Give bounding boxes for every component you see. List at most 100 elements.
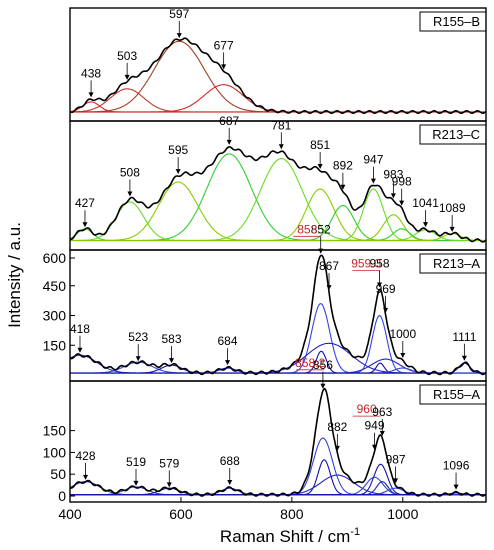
panel-label-box-1 bbox=[419, 11, 487, 32]
x-tick-label-1000: 1000 bbox=[387, 506, 418, 522]
peak-label-959-3: 959.3 bbox=[351, 256, 381, 270]
y-tick-label-150: 150 bbox=[43, 423, 67, 439]
envelope-curve bbox=[69, 146, 487, 243]
y-tick-label-50: 50 bbox=[50, 466, 66, 482]
peak-label-781: 781 bbox=[271, 118, 291, 132]
peak-label-1041: 1041 bbox=[412, 196, 439, 210]
peak-arrowhead-983 bbox=[390, 193, 396, 199]
component-peak-882 bbox=[70, 474, 486, 496]
peak-label-418: 418 bbox=[70, 322, 90, 336]
peak-label-851: 851 bbox=[310, 138, 330, 152]
panel-frame-4 bbox=[69, 380, 487, 503]
peak-arrowhead-892 bbox=[340, 184, 346, 190]
x-tick-label-600: 600 bbox=[169, 506, 193, 522]
envelope-curve bbox=[69, 387, 487, 497]
peak-label-963: 963 bbox=[372, 405, 392, 419]
peak-label-958: 958 bbox=[369, 257, 389, 271]
y-tick-label-100: 100 bbox=[43, 444, 67, 460]
peak-arrowhead-958 bbox=[377, 282, 383, 288]
peak-label-852: 852 bbox=[311, 223, 331, 237]
panel-label-1: R155–B bbox=[433, 14, 480, 29]
peak-label-519: 519 bbox=[126, 455, 146, 469]
peak-arrowhead-867 bbox=[326, 285, 332, 291]
peak-arrowhead-427 bbox=[82, 222, 88, 228]
peak-label-597: 597 bbox=[169, 7, 189, 21]
y-tick-label-600: 600 bbox=[43, 250, 67, 266]
peak-arrowhead-987 bbox=[393, 478, 399, 484]
peak-label-583: 583 bbox=[161, 332, 181, 346]
peak-label-427: 427 bbox=[75, 196, 95, 210]
peak-arrowhead-684 bbox=[225, 360, 231, 366]
peak-arrowhead-969 bbox=[383, 307, 389, 313]
peak-arrowhead-688 bbox=[227, 479, 233, 485]
peak-arrowhead-523 bbox=[135, 356, 141, 362]
component-peak-1041 bbox=[70, 229, 486, 242]
peak-arrowhead-781 bbox=[278, 144, 284, 150]
peak-label-949: 949 bbox=[364, 419, 384, 433]
peak-arrowhead-1041 bbox=[423, 222, 429, 228]
peak-label-882: 882 bbox=[327, 420, 347, 434]
peak-label-987: 987 bbox=[386, 452, 406, 466]
peak-arrowhead-856 bbox=[320, 383, 326, 389]
peak-label-998: 998 bbox=[392, 175, 412, 189]
peak-label-856: 856 bbox=[313, 358, 333, 372]
peak-label-858-2: 858.2 bbox=[295, 356, 325, 370]
peak-label-438: 438 bbox=[81, 66, 101, 80]
peak-arrowhead-687 bbox=[226, 139, 232, 145]
peak-label-867: 867 bbox=[319, 259, 339, 273]
peak-label-595: 595 bbox=[168, 143, 188, 157]
peak-label-688: 688 bbox=[220, 454, 240, 468]
peak-label-960: 960 bbox=[357, 402, 377, 416]
panel-label-box-2 bbox=[419, 124, 487, 145]
panel-label-box-3 bbox=[419, 253, 487, 274]
peak-arrowhead-1096 bbox=[453, 484, 459, 490]
envelope-curve bbox=[69, 254, 487, 376]
panel-frame-1 bbox=[69, 7, 487, 122]
y-tick-label-300: 300 bbox=[43, 308, 67, 324]
panel-1: 438 503 597 677 R155–B bbox=[69, 7, 487, 122]
peak-arrowhead-1111 bbox=[461, 355, 467, 361]
peak-label-579: 579 bbox=[159, 456, 179, 470]
peak-label-1089: 1089 bbox=[439, 201, 466, 215]
peak-label-523: 523 bbox=[128, 330, 148, 344]
y-tick-label-450: 450 bbox=[43, 278, 67, 294]
peak-arrowhead-438 bbox=[88, 92, 94, 98]
peak-label-969: 969 bbox=[376, 282, 396, 296]
peak-label-503: 503 bbox=[117, 49, 137, 63]
peak-arrowhead-851 bbox=[317, 163, 323, 169]
y-axis-label: Intensity / a.u. bbox=[5, 222, 24, 328]
panel-label-4: R155–A bbox=[433, 387, 480, 402]
y-tick-label-0: 0 bbox=[58, 488, 66, 504]
peak-label-947: 947 bbox=[363, 153, 383, 167]
peak-arrowhead-583 bbox=[169, 358, 175, 364]
panel-label-2: R213–C bbox=[432, 127, 480, 142]
peak-arrowhead-947 bbox=[370, 178, 376, 184]
peak-label-428: 428 bbox=[76, 449, 96, 463]
peak-label-892: 892 bbox=[333, 159, 353, 173]
peak-arrowhead-508 bbox=[127, 191, 133, 197]
peak-label-983: 983 bbox=[383, 167, 403, 181]
peak-arrowhead-428 bbox=[83, 474, 89, 480]
x-tick-label-800: 800 bbox=[280, 506, 304, 522]
peak-arrowhead-579 bbox=[166, 482, 172, 488]
peak-arrowhead-1089 bbox=[449, 226, 455, 232]
peak-arrowhead-963 bbox=[379, 430, 385, 436]
peak-arrowhead-677 bbox=[221, 64, 227, 70]
envelope-curve bbox=[69, 37, 487, 115]
component-peak-867 bbox=[70, 342, 486, 374]
panel-label-3: R213–A bbox=[433, 256, 480, 271]
peak-arrowhead-1000 bbox=[400, 352, 406, 358]
component-peak-677 bbox=[70, 84, 486, 113]
peak-arrowhead-418 bbox=[77, 347, 83, 353]
peak-arrowhead-949 bbox=[372, 444, 378, 450]
peak-label-853: 853 bbox=[297, 222, 317, 236]
y-tick-label-150: 150 bbox=[43, 337, 67, 353]
peak-label-684: 684 bbox=[218, 334, 238, 348]
x-axis-label: Raman Shift / cm-1 bbox=[220, 526, 360, 546]
axes-layer: Raman Shift / cm-1 Intensity / a.u. 400 6… bbox=[5, 222, 419, 546]
